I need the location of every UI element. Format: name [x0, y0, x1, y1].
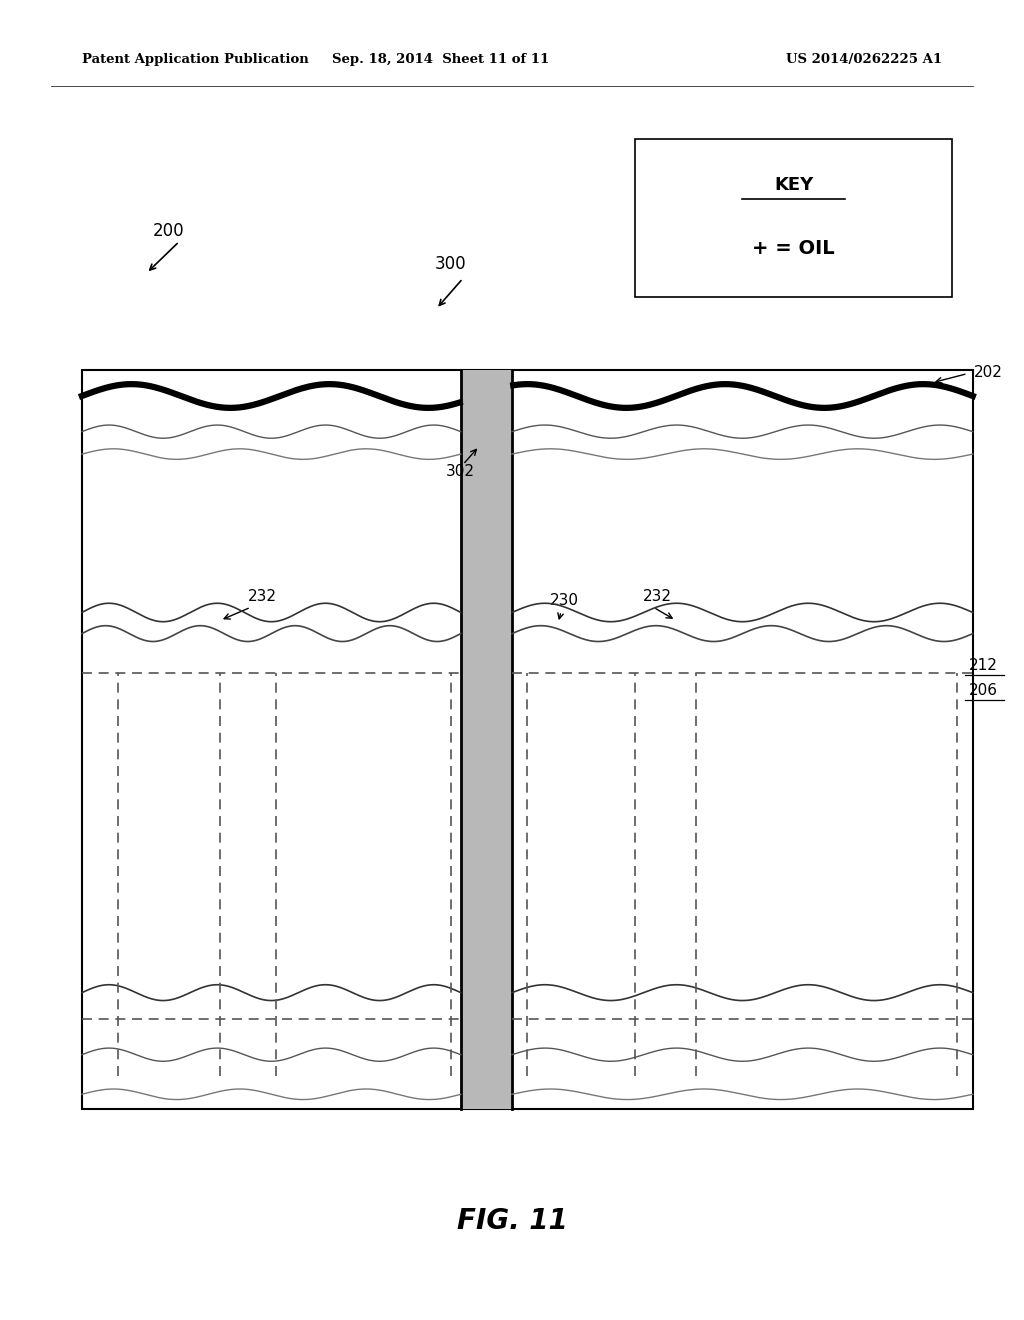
- Text: 302: 302: [445, 463, 474, 479]
- Text: 232: 232: [643, 589, 672, 605]
- Text: FIG. 11: FIG. 11: [457, 1206, 567, 1236]
- Text: Patent Application Publication: Patent Application Publication: [82, 53, 308, 66]
- Text: US 2014/0262225 A1: US 2014/0262225 A1: [786, 53, 942, 66]
- Text: KEY: KEY: [774, 176, 813, 194]
- Text: 300: 300: [435, 255, 466, 273]
- Text: 230: 230: [550, 593, 579, 609]
- Text: Sep. 18, 2014  Sheet 11 of 11: Sep. 18, 2014 Sheet 11 of 11: [332, 53, 549, 66]
- Bar: [82, 370, 973, 1109]
- Text: 200: 200: [154, 222, 184, 240]
- Text: 202: 202: [974, 364, 1002, 380]
- Text: 206: 206: [969, 682, 997, 698]
- Bar: [635, 139, 952, 297]
- Text: + = OIL: + = OIL: [753, 239, 835, 257]
- Bar: [461, 370, 512, 1109]
- Text: 212: 212: [969, 657, 997, 673]
- Text: 232: 232: [248, 589, 276, 605]
